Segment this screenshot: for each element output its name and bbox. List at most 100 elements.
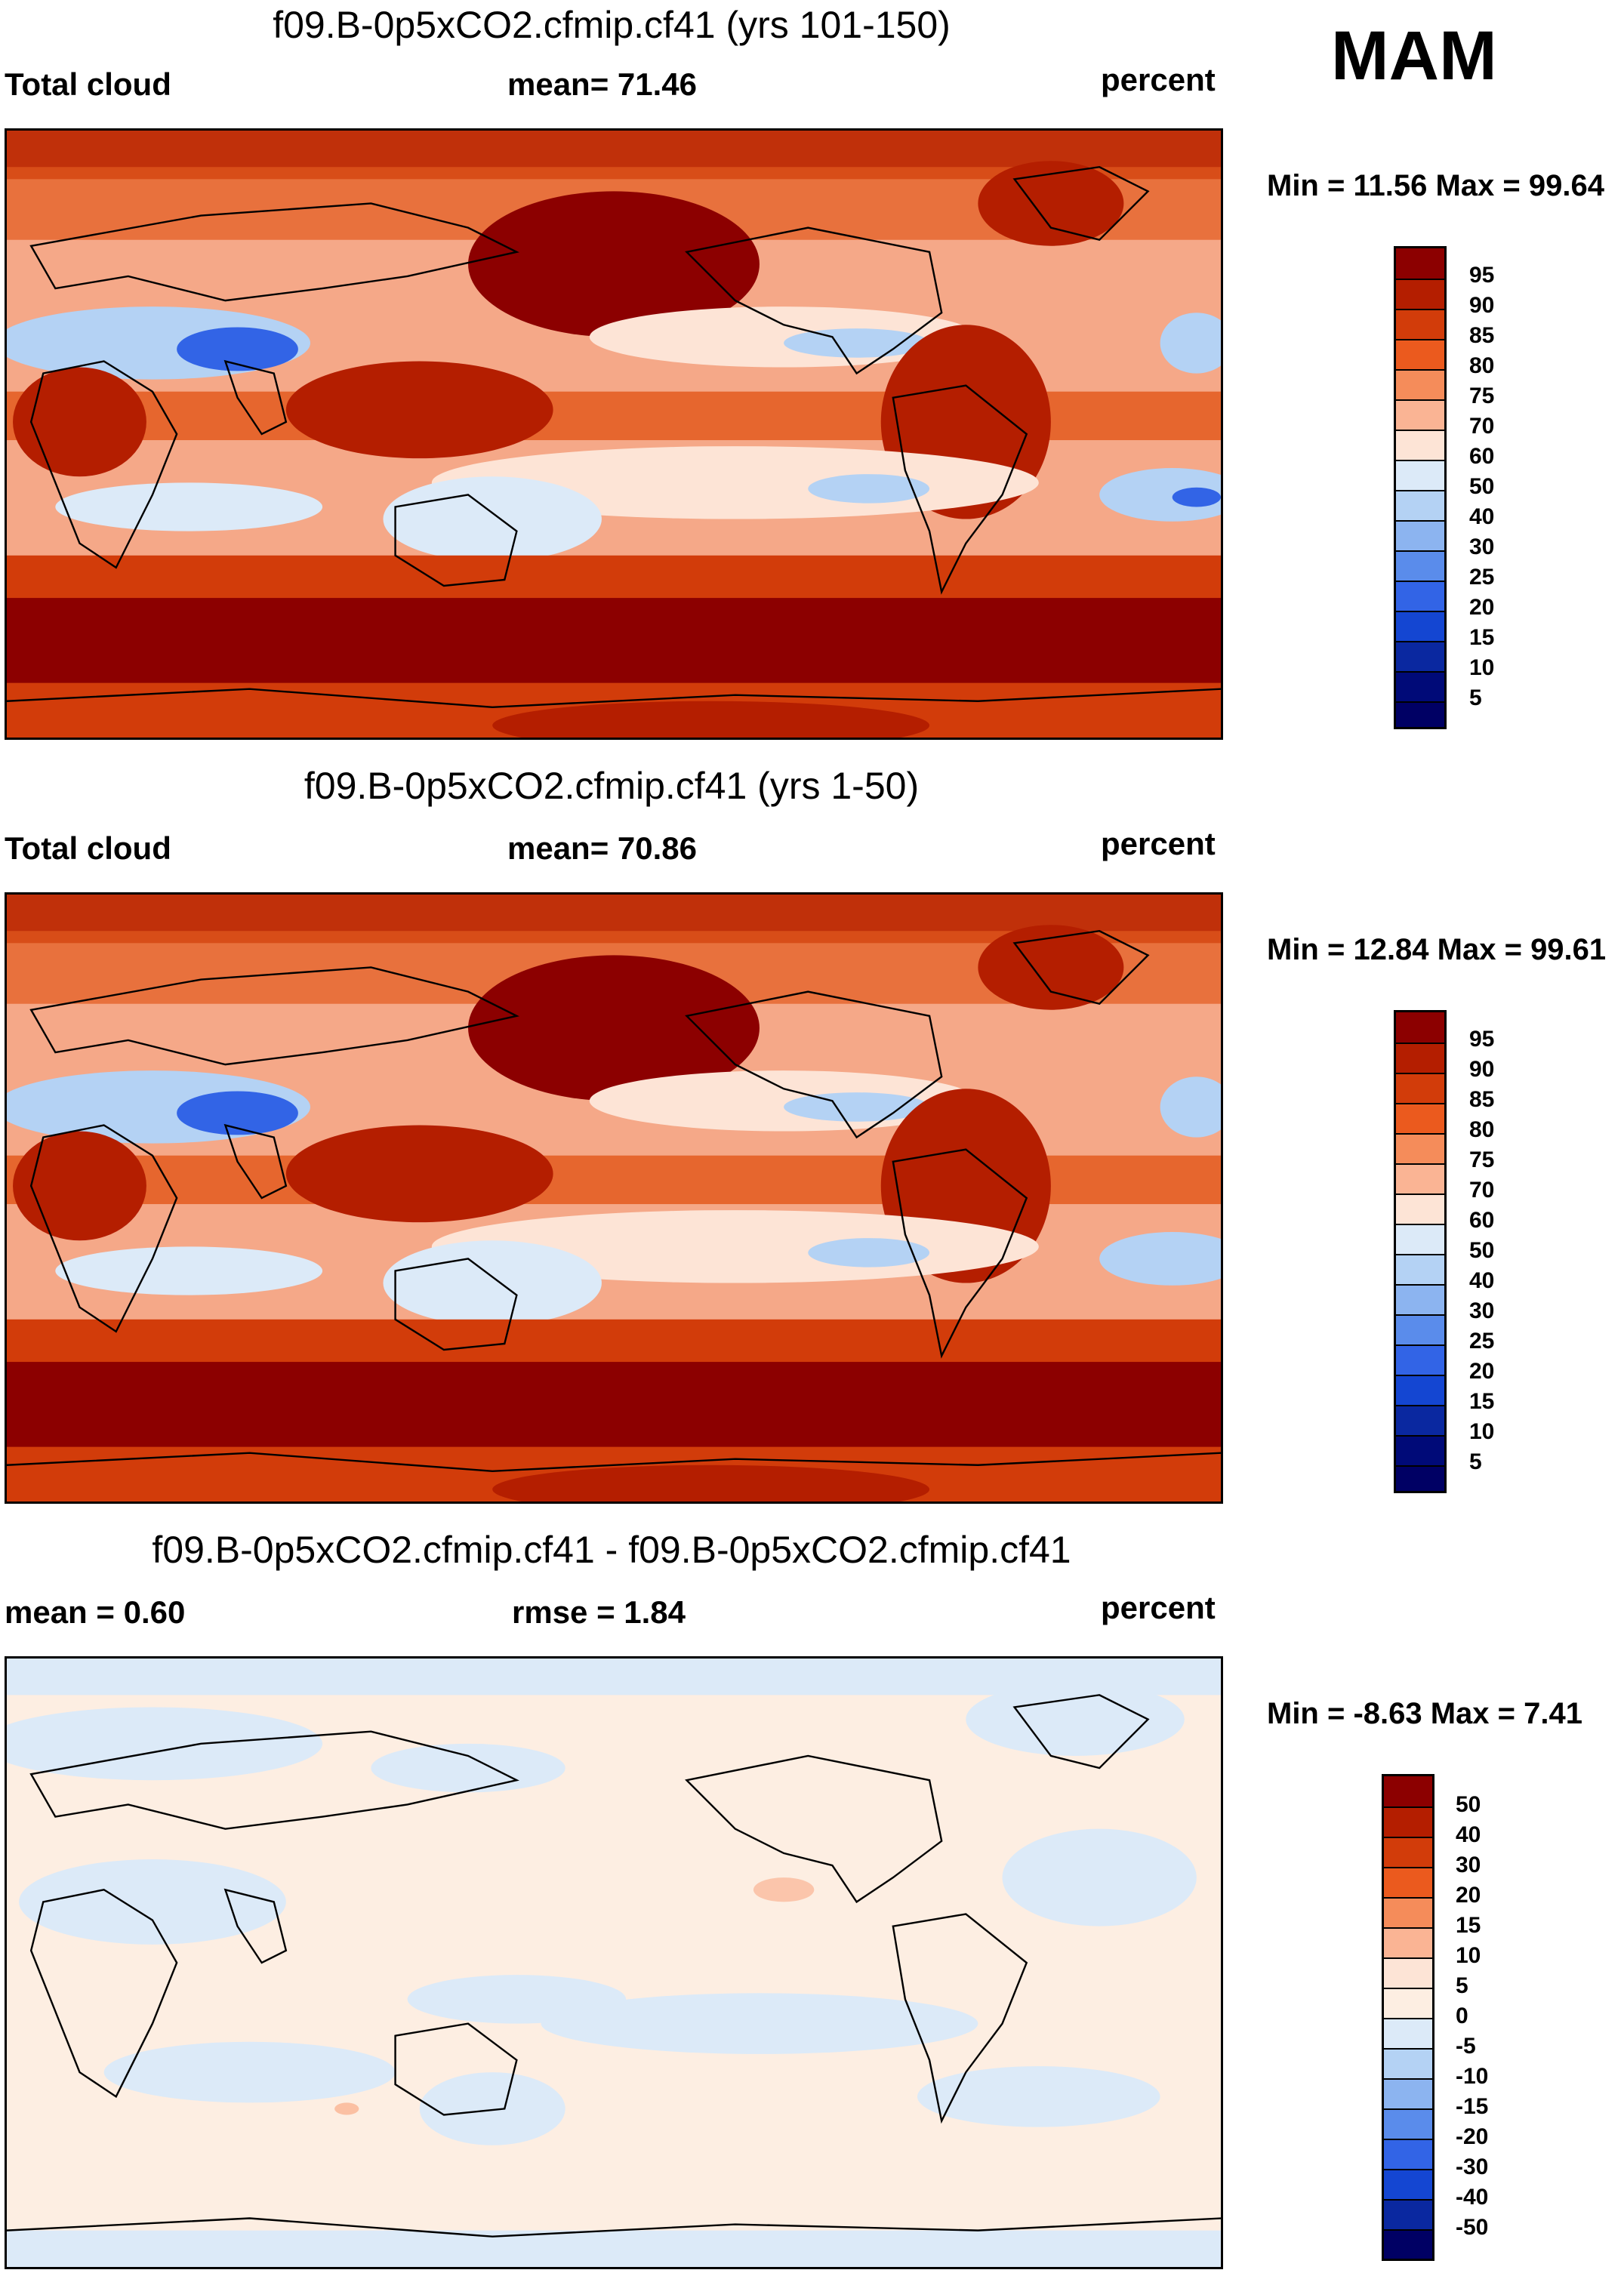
panel2-colorbar-seg <box>1396 1043 1444 1073</box>
panel3-colorbar-seg <box>1384 1776 1432 1806</box>
panel1-tick: 50 <box>1469 474 1495 499</box>
panel3-tick: 30 <box>1456 1853 1481 1877</box>
panel3-colorbar-seg <box>1384 2078 1432 2108</box>
panel2-colorbar-seg <box>1396 1163 1444 1193</box>
panel3-colorbar-seg <box>1384 2199 1432 2229</box>
panel3-colorbar-seg <box>1384 1957 1432 1988</box>
panel3-units-label: percent <box>1101 1590 1216 1625</box>
panel1-mean-label: mean= 71.46 <box>507 66 698 102</box>
panel3-colorbar-seg <box>1384 2018 1432 2048</box>
panel1-colorbar-seg <box>1396 309 1444 339</box>
panel3-colorbar-seg <box>1384 2169 1432 2199</box>
panel1-tick: 30 <box>1469 534 1495 559</box>
panel1-colorbar-seg <box>1396 520 1444 550</box>
panel1-tick: 20 <box>1469 595 1495 620</box>
panel2-tick: 10 <box>1469 1419 1495 1444</box>
panel1-colorbar-seg <box>1396 279 1444 309</box>
panel1-tick: 25 <box>1469 565 1495 590</box>
panel2-colorbar-seg <box>1396 1284 1444 1314</box>
panel2-colorbar-seg <box>1396 1344 1444 1375</box>
panel1-colorbar-seg <box>1396 339 1444 369</box>
panel1-variable-label: Total cloud <box>5 66 171 102</box>
panel1-colorbar-seg <box>1396 550 1444 581</box>
panel3-tick: 40 <box>1456 1822 1481 1847</box>
panel3-map <box>5 1656 1223 2269</box>
panel3-minmax: Min = -8.63 Max = 7.41 <box>1267 1697 1582 1730</box>
panel2-colorbar-seg <box>1396 1254 1444 1284</box>
panel3-colorbar-seg <box>1384 1988 1432 2018</box>
panel1-colorbar-seg <box>1396 701 1444 727</box>
panel3-tick: -50 <box>1456 2215 1489 2240</box>
season-label: MAM <box>1331 17 1497 94</box>
panel3-colorbar-seg <box>1384 1867 1432 1897</box>
panel2-tick: 50 <box>1469 1238 1495 1263</box>
panel3-tick: 20 <box>1456 1883 1481 1908</box>
panel2-map-field <box>7 895 1221 1501</box>
panel3-title: f09.B-0p5xCO2.cfmip.cf41 - f09.B-0p5xCO2… <box>152 1529 1071 1571</box>
panel2-colorbar-seg <box>1396 1435 1444 1465</box>
panel2-colorbar-seg <box>1396 1465 1444 1491</box>
panel1-tick: 85 <box>1469 323 1495 348</box>
panel1-tick: 70 <box>1469 414 1495 439</box>
panel2-mean-label: mean= 70.86 <box>507 830 698 866</box>
panel1-colorbar <box>1394 246 1447 729</box>
panel2-tick: 90 <box>1469 1057 1495 1082</box>
panel2-units-label: percent <box>1101 826 1216 861</box>
panel1-tick: 15 <box>1469 625 1495 650</box>
panel3-colorbar-seg <box>1384 2229 1432 2259</box>
panel3-colorbar-seg <box>1384 2048 1432 2078</box>
panel3-rmse-label: rmse = 1.84 <box>512 1594 686 1630</box>
panel2-tick: 15 <box>1469 1389 1495 1414</box>
panel2-colorbar-seg <box>1396 1193 1444 1224</box>
panel3-tick: -40 <box>1456 2185 1489 2210</box>
panel3-tick: -5 <box>1456 2034 1476 2059</box>
panel1-map-field <box>7 131 1221 738</box>
panel1-minmax: Min = 11.56 Max = 99.64 <box>1267 169 1604 202</box>
panel3-tick: 15 <box>1456 1913 1481 1938</box>
panel2-tick: 70 <box>1469 1178 1495 1203</box>
panel2-minmax: Min = 12.84 Max = 99.61 <box>1267 933 1607 966</box>
panel2-colorbar-seg <box>1396 1133 1444 1163</box>
panel2-colorbar <box>1394 1010 1447 1493</box>
panel2-colorbar-seg <box>1396 1224 1444 1254</box>
panel1-tick: 10 <box>1469 655 1495 680</box>
panel2-tick: 80 <box>1469 1117 1495 1142</box>
panel1-tick: 90 <box>1469 293 1495 318</box>
panel2-variable-label: Total cloud <box>5 830 171 866</box>
panel2-colorbar-seg <box>1396 1375 1444 1405</box>
panel2-tick: 5 <box>1469 1449 1482 1474</box>
panel3-tick: 0 <box>1456 2004 1468 2028</box>
panel1-title: f09.B-0p5xCO2.cfmip.cf41 (yrs 101-150) <box>273 4 951 46</box>
panel1-colorbar-seg <box>1396 248 1444 279</box>
panel3-tick: -15 <box>1456 2094 1489 2119</box>
panel3-tick: -30 <box>1456 2154 1489 2179</box>
panel1-units-label: percent <box>1101 62 1216 97</box>
panel3-tick: -10 <box>1456 2064 1489 2089</box>
panel3-map-field <box>7 1659 1221 2267</box>
panel2-title: f09.B-0p5xCO2.cfmip.cf41 (yrs 1-50) <box>304 765 920 807</box>
panel1-tick: 95 <box>1469 263 1495 288</box>
panel1-colorbar-seg <box>1396 430 1444 460</box>
panel1-tick: 80 <box>1469 353 1495 378</box>
panel3-tick: 50 <box>1456 1792 1481 1817</box>
panel3-colorbar <box>1382 1774 1434 2261</box>
panel1-colorbar-seg <box>1396 490 1444 520</box>
panel2-tick: 30 <box>1469 1298 1495 1323</box>
panel1-colorbar-seg <box>1396 369 1444 399</box>
panel2-tick: 20 <box>1469 1359 1495 1384</box>
panel2-tick: 40 <box>1469 1268 1495 1293</box>
panel3-colorbar-seg <box>1384 1837 1432 1867</box>
panel2-tick: 60 <box>1469 1208 1495 1233</box>
panel2-colorbar-seg <box>1396 1405 1444 1435</box>
panel1-map <box>5 128 1223 740</box>
panel2-tick: 75 <box>1469 1147 1495 1172</box>
panel2-colorbar-seg <box>1396 1073 1444 1103</box>
panel2-tick: 85 <box>1469 1087 1495 1112</box>
panel2-colorbar-seg <box>1396 1103 1444 1133</box>
panel1-colorbar-seg <box>1396 671 1444 701</box>
panel3-mean-label: mean = 0.60 <box>5 1594 186 1630</box>
panel1-colorbar-seg <box>1396 611 1444 641</box>
panel1-tick: 60 <box>1469 444 1495 469</box>
panel3-tick: 5 <box>1456 1973 1468 1998</box>
panel1-tick: 75 <box>1469 383 1495 408</box>
